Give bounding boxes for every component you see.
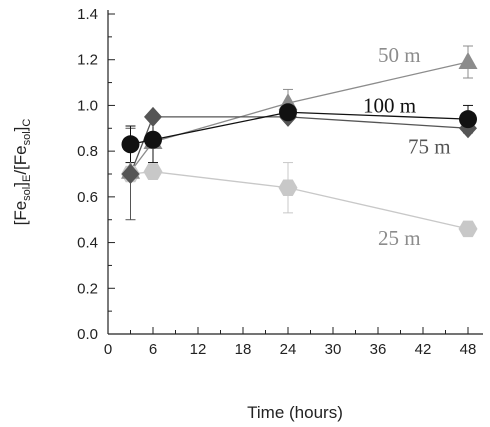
x-tick-label: 6: [149, 341, 157, 358]
x-tick-label: 24: [280, 341, 297, 358]
data-point: [144, 106, 162, 127]
x-tick-label: 0: [104, 341, 112, 358]
error-bars: [125, 45, 473, 221]
x-tick-label: 12: [190, 341, 207, 358]
data-point: [459, 118, 477, 139]
y-tick-label: 0.8: [77, 143, 98, 160]
data-point: [459, 110, 477, 129]
y-tick-label: 0.4: [77, 235, 98, 252]
y-axis-title: [Fesol]E/[Fesol]C: [11, 119, 33, 226]
data-point: [144, 130, 162, 149]
y-tick-label: 0.0: [77, 326, 98, 343]
x-tick-label: 30: [325, 341, 342, 358]
series-line: [129, 61, 469, 173]
y-tick-label: 1.0: [77, 97, 98, 114]
x-tick-label: 18: [235, 341, 252, 358]
axis-ticks: 0 6 12 18 24 30 36 42 48 0.0 0.2 0.4 0.6 0.8 1.0 1.2 1.4: [77, 6, 476, 358]
series-line: [129, 116, 469, 175]
data-point: [121, 164, 140, 184]
series-line: [130, 171, 469, 230]
x-tick-label: 36: [370, 341, 387, 358]
x-tick-label: 48: [460, 341, 477, 358]
series-label: 50 m: [378, 43, 421, 67]
data-point: [278, 179, 298, 196]
x-axis-title: Time (hours): [247, 403, 343, 422]
y-tick-label: 1.2: [77, 52, 98, 69]
x-tick-label: 42: [415, 341, 432, 358]
data-point: [121, 135, 140, 154]
series-labels: 50 m 100 m 75 m 25 m: [363, 43, 451, 250]
data-point: [143, 163, 163, 180]
y-tick-label: 0.2: [77, 280, 98, 297]
data-point: [458, 52, 478, 69]
data-point: [279, 103, 297, 122]
series-label: 25 m: [378, 226, 421, 250]
y-tick-label: 1.4: [77, 6, 98, 23]
series-lines: [129, 61, 469, 230]
data-point: [458, 220, 478, 238]
y-tick-label: 0.6: [77, 189, 98, 206]
series-markers: [121, 52, 478, 238]
series-label: 100 m: [363, 93, 416, 117]
series-label: 75 m: [408, 134, 451, 158]
series-line: [130, 111, 469, 145]
